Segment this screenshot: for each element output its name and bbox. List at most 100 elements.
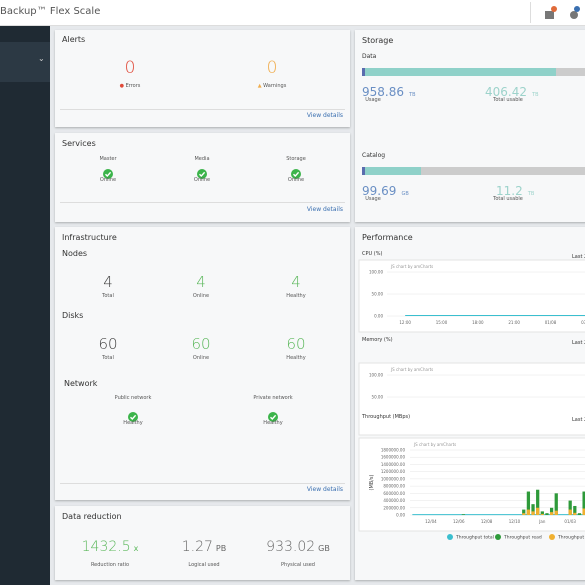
legend-marker: [447, 534, 453, 540]
section-title: Disks: [62, 311, 84, 320]
errors-count: 0: [124, 58, 136, 78]
bar: [568, 509, 572, 515]
bar: [540, 511, 544, 515]
alerts-card: Alerts 0 ● Errors 0 ▲ Warnings View deta…: [55, 30, 350, 127]
total-label: Total usable: [493, 196, 523, 202]
reduction-value: 933.02 GB: [266, 536, 330, 555]
y-tick-label: 100.00: [369, 373, 383, 378]
label: Errors: [125, 83, 141, 89]
y-tick-label: 400000.00: [383, 498, 405, 503]
usage-value: 99.69: [362, 184, 397, 198]
check-icon: [128, 412, 138, 422]
total: 11.2 TB: [496, 180, 534, 199]
y-tick-label: 50.00: [372, 395, 384, 400]
y-tick-label: 1600000.00: [381, 455, 406, 460]
service-status: Online: [287, 177, 305, 183]
service-name: Storage: [286, 156, 306, 162]
card-title: Performance: [362, 233, 413, 242]
view-details[interactable]: View details: [306, 112, 343, 119]
y-tick-label: 1000000.00: [381, 476, 406, 481]
divider: [60, 202, 345, 203]
stat-label: Online: [192, 355, 210, 361]
view-details[interactable]: View details: [306, 486, 343, 493]
bar: [526, 509, 531, 515]
capacity-start: [362, 167, 365, 175]
section-title: Catalog: [362, 152, 386, 159]
service-name: Master: [99, 156, 117, 162]
sidebar-item[interactable]: ⌄: [0, 42, 50, 82]
section-title: Network: [64, 379, 98, 388]
legend-label: Throughput total: [455, 535, 494, 541]
warnings-count: 0: [266, 58, 278, 78]
stat-value: 4: [196, 273, 206, 291]
legend-label: Throughput read: [503, 535, 542, 541]
card-title: Data reduction: [62, 512, 122, 521]
stat-value: 60: [191, 335, 211, 353]
errors-label: ● Errors: [119, 83, 141, 89]
bar: [577, 513, 582, 515]
stat-label: Total: [102, 293, 114, 299]
bar: [536, 489, 540, 515]
capacity-fill: [362, 167, 421, 175]
bar: [526, 491, 531, 515]
top-bar: Backup™ Flex Scale: [0, 0, 585, 26]
infrastructure-card: Infrastructure Nodes Disks Network View …: [55, 227, 350, 500]
x-tick-label: Jan: [538, 519, 546, 524]
bar: [540, 513, 544, 515]
x-tick-label: 12/10: [509, 519, 521, 524]
status-icon: [291, 164, 301, 179]
divider: [60, 109, 345, 110]
chart-title: CPU (%): [362, 251, 382, 257]
usage-unit: TB: [409, 92, 416, 98]
bar: [461, 514, 466, 515]
x-tick-label: 12/08: [481, 519, 493, 524]
check-icon: [103, 169, 113, 179]
usage-label: Usage: [365, 97, 381, 103]
chevron: ⌄: [38, 54, 45, 63]
range-label: Last 2: [572, 417, 585, 423]
sidebar: ⌄: [0, 26, 50, 585]
y-tick-label: 1200000.00: [381, 469, 406, 474]
value: 1.27: [181, 539, 213, 555]
capacity-bar: [362, 68, 585, 76]
card-title: Alerts: [62, 35, 86, 44]
performance-charts: CPU (%) Last 2 JS chart by amCharts 0.00 50.…: [358, 251, 585, 541]
chart-title: Throughput (MBps): [361, 414, 410, 420]
bar: [582, 491, 585, 515]
bar: [531, 504, 535, 515]
usage-value: 958.86: [362, 85, 404, 99]
card-title: Storage: [362, 36, 394, 45]
chart-credit: JS chart by amCharts: [390, 367, 433, 372]
reduction-value: 1432.5 x: [82, 536, 139, 555]
network-status: Healthy: [123, 420, 143, 426]
app-title: Backup™ Flex Scale: [0, 6, 101, 17]
legend-label: Throughput write: [557, 535, 585, 541]
bar: [582, 508, 585, 515]
y-tick-label: 0.00: [396, 513, 405, 518]
capacity-bar: [362, 167, 585, 175]
header-icons[interactable]: [543, 4, 585, 22]
range-label: Last 2: [572, 254, 585, 260]
x-tick-label: 03:00: [581, 320, 585, 325]
network-status: Healthy: [263, 420, 283, 426]
reduction-label: Logical used: [188, 562, 220, 568]
y-tick-label: 100.00: [369, 270, 383, 275]
x-tick-label: 15:00: [436, 320, 448, 325]
divider: [60, 483, 345, 484]
x-tick-label: 12/04: [425, 519, 437, 524]
plot-frame: [358, 362, 585, 436]
legend-marker: [495, 534, 501, 540]
bar: [554, 510, 558, 515]
total-value: 406.42: [485, 85, 527, 99]
y-tick-label: 800000.00: [383, 484, 405, 489]
total-unit: TB: [532, 92, 539, 98]
services-card: Services View details Master Online Media O…: [55, 133, 350, 222]
view-details[interactable]: View details: [306, 206, 343, 213]
stat-label: Total: [102, 355, 114, 361]
total-label: Total usable: [493, 97, 523, 103]
stat-value: 60: [286, 335, 306, 353]
x-tick-label: 12:00: [399, 320, 411, 325]
legend-marker: [549, 534, 555, 540]
bar: [536, 507, 540, 515]
